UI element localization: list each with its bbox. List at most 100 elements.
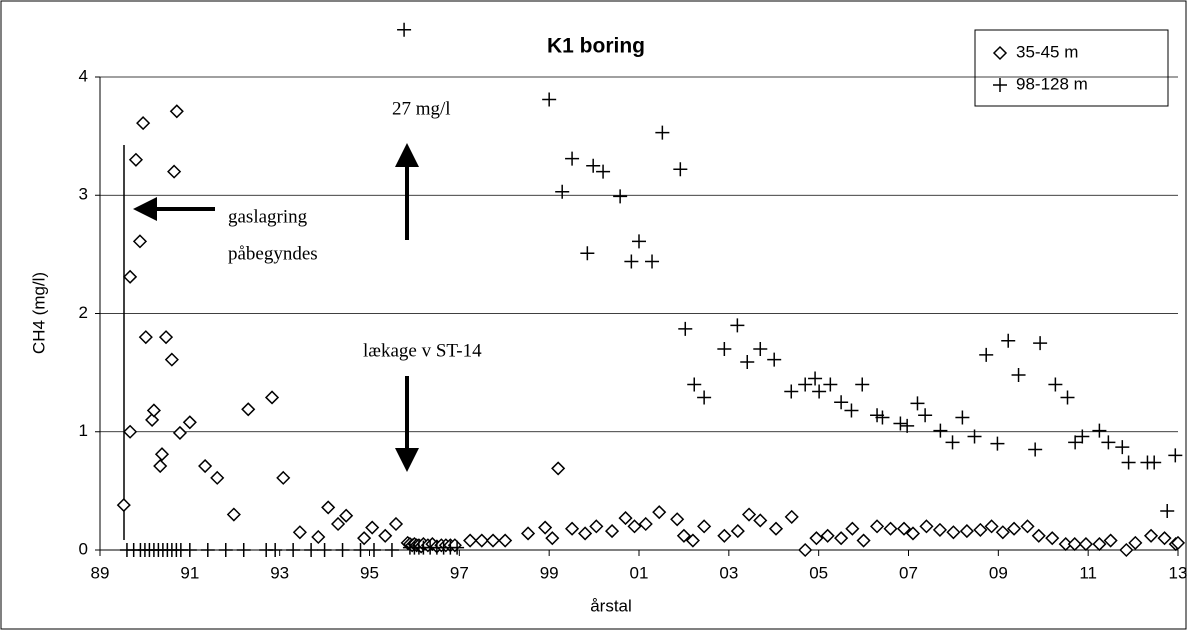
point <box>1067 537 1082 552</box>
point <box>136 116 151 131</box>
point <box>520 526 536 541</box>
point <box>1048 377 1063 392</box>
point <box>798 377 813 392</box>
point <box>823 377 838 392</box>
point <box>959 524 974 539</box>
y-axis-label: CH4 (mg/l) <box>29 272 48 354</box>
point <box>869 519 885 534</box>
x-axis-label: årstal <box>590 596 632 615</box>
point <box>753 341 768 356</box>
point <box>545 531 560 546</box>
point <box>182 415 197 430</box>
point <box>918 408 933 423</box>
x-tick-label: 09 <box>989 563 1008 582</box>
point <box>812 384 827 399</box>
point <box>1103 533 1118 548</box>
point <box>678 321 693 336</box>
x-tick-label: 97 <box>450 563 469 582</box>
legend-label: 98-128 m <box>1016 74 1088 93</box>
point <box>995 525 1010 540</box>
point <box>172 425 188 440</box>
point <box>919 519 934 534</box>
point <box>138 330 153 345</box>
point <box>330 516 346 532</box>
point <box>498 533 513 548</box>
y-tick-label: 2 <box>79 303 88 322</box>
point <box>808 371 823 386</box>
x-tick-label: 07 <box>899 563 918 582</box>
point <box>1115 440 1130 455</box>
point <box>1033 336 1048 351</box>
point <box>767 352 782 367</box>
point <box>589 519 604 534</box>
point <box>1121 455 1136 470</box>
point <box>128 152 143 167</box>
point <box>768 521 784 536</box>
point <box>378 528 393 543</box>
point <box>538 520 553 535</box>
point <box>1020 519 1035 534</box>
point <box>820 528 835 543</box>
y-tick-label: 0 <box>79 539 88 558</box>
point <box>578 526 593 541</box>
point <box>388 516 404 532</box>
point <box>834 531 849 546</box>
point <box>604 524 620 539</box>
point <box>967 429 982 444</box>
legend-label: 35-45 m <box>1016 42 1078 61</box>
point <box>946 525 961 540</box>
point <box>845 521 860 536</box>
point <box>932 522 948 537</box>
point <box>132 234 148 249</box>
x-tick-label: 95 <box>360 563 379 582</box>
point <box>596 164 611 179</box>
point <box>1092 537 1107 552</box>
x-tick-label: 01 <box>630 563 649 582</box>
point <box>973 522 988 537</box>
point <box>317 543 332 557</box>
point <box>357 531 372 546</box>
point <box>1006 521 1022 536</box>
point <box>655 125 670 140</box>
annotation: lækage v ST-14 <box>363 340 482 361</box>
point <box>551 461 566 476</box>
point <box>618 511 633 526</box>
point <box>1078 537 1093 552</box>
x-tick-label: 89 <box>91 563 110 582</box>
point <box>905 526 921 541</box>
point <box>1160 503 1175 518</box>
point <box>1001 333 1016 348</box>
point <box>645 254 660 269</box>
point <box>311 529 326 545</box>
point <box>1075 429 1090 444</box>
point <box>268 543 283 557</box>
point <box>286 543 301 557</box>
annotation: gaslagring <box>228 206 308 227</box>
point <box>697 519 712 534</box>
y-tick-label: 3 <box>79 185 88 204</box>
point <box>632 234 646 249</box>
point <box>321 500 336 515</box>
y-tick-label: 1 <box>79 421 88 440</box>
x-tick-label: 13 <box>1169 563 1187 582</box>
point <box>226 507 241 522</box>
point <box>264 390 280 405</box>
point <box>784 509 799 524</box>
point <box>652 505 667 520</box>
point <box>638 516 653 532</box>
point <box>474 533 489 548</box>
point <box>167 164 182 179</box>
point <box>384 543 399 557</box>
point <box>1068 435 1083 450</box>
legend <box>974 29 1169 107</box>
point <box>241 402 256 417</box>
point <box>717 341 732 356</box>
point <box>910 396 925 411</box>
point <box>685 533 700 548</box>
legend-marker <box>993 78 1007 92</box>
point <box>236 543 251 557</box>
point <box>984 519 999 534</box>
point <box>339 508 354 523</box>
point <box>580 246 595 261</box>
point <box>198 458 213 474</box>
